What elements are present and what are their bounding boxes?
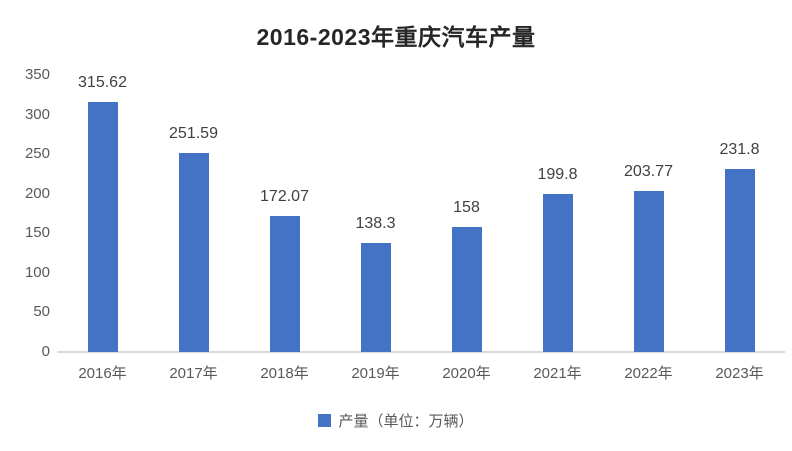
bar-2022年 — [633, 190, 664, 352]
legend-swatch — [318, 414, 332, 427]
bar-value-label: 199.8 — [537, 165, 578, 183]
x-axis-tick-label: 2019年 — [351, 365, 400, 382]
y-axis-tick-label: 50 — [33, 303, 50, 321]
bar-value-label: 172.07 — [260, 187, 309, 205]
plot-area: 0 50 100 150 200 250 300 350 315.62 2016年 251.59 20… — [25, 67, 785, 381]
x-axis-tick-label: 2016年 — [78, 365, 127, 382]
legend: 产量（单位：万辆） — [0, 410, 792, 431]
y-axis-tick-label: 300 — [24, 105, 50, 123]
x-axis-tick-label: 2022年 — [624, 365, 673, 382]
bar-value-label: 138.3 — [355, 214, 396, 232]
y-axis-tick-label: 350 — [24, 66, 50, 83]
y-axis-tick-label: 100 — [24, 263, 50, 281]
x-axis-tick-label: 2023年 — [715, 365, 764, 382]
x-axis-tick-label: 2017年 — [169, 365, 218, 382]
bar-2019年 — [360, 242, 391, 352]
bar-value-label: 251.59 — [169, 124, 218, 142]
y-axis-tick-label: 0 — [41, 343, 50, 360]
y-axis-tick-label: 150 — [24, 224, 50, 242]
bar-2020年 — [451, 226, 482, 352]
y-axis-tick-label: 200 — [24, 184, 50, 202]
bar-value-label: 158 — [453, 198, 480, 216]
legend-label: 产量（单位：万辆） — [338, 413, 474, 430]
chart-title: 2016-2023年重庆汽车产量 — [256, 24, 536, 50]
y-axis-tick-label: 250 — [24, 145, 50, 163]
x-axis-tick-label: 2018年 — [260, 365, 309, 382]
bar-2016年 — [87, 102, 118, 352]
bar-value-label: 315.62 — [78, 74, 127, 92]
bar-2021年 — [542, 193, 573, 352]
bar-value-label: 231.8 — [719, 140, 760, 158]
x-axis-tick-label: 2020年 — [442, 365, 491, 382]
bar-2017年 — [178, 152, 209, 352]
bar-2023年 — [724, 168, 755, 352]
x-axis-tick-label: 2021年 — [533, 365, 582, 382]
bar-value-label: 203.77 — [624, 162, 673, 180]
x-axis-line — [57, 351, 785, 353]
bar-2018年 — [269, 215, 300, 352]
